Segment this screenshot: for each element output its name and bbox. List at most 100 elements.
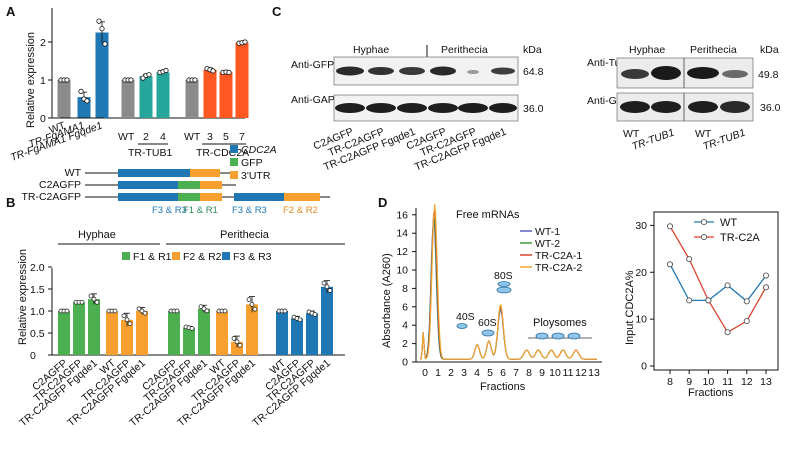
blot-left-kda: kDa <box>523 44 542 56</box>
panel-b-point <box>231 336 237 341</box>
panel-b-legend-f1: F1 & R1 <box>133 251 172 263</box>
panel-b-point <box>312 312 318 317</box>
panel-b-bar <box>276 311 288 355</box>
panel-b-point <box>204 308 210 314</box>
construct-wt-utr <box>190 169 220 177</box>
construct-tr-cdc2a-2 <box>234 193 284 201</box>
legend-trc2a2: TR-C2A-2 <box>535 262 582 274</box>
panel-label-c: C <box>272 4 282 19</box>
panel-b-legend-f3-swatch <box>222 252 230 260</box>
band-tub1-1 <box>621 69 649 79</box>
panel-b-point <box>189 326 195 331</box>
panel-b-point <box>324 284 330 290</box>
polysome-icon-2 <box>551 332 565 340</box>
panel-b-point <box>112 308 118 314</box>
annot-60s: 60S <box>478 317 497 329</box>
panel-d-yticklabel: 6 <box>402 301 408 313</box>
band-tub1-3 <box>687 67 719 79</box>
panel-b-point <box>91 296 97 302</box>
panel-d-profiles <box>419 203 597 360</box>
band-gfp-6 <box>491 67 515 75</box>
blot-left-header-perithecia: Perithecia <box>441 44 488 56</box>
band-gapdh-1 <box>335 103 365 113</box>
blot-left-kda-648: 64.8 <box>523 66 544 78</box>
panel-b-legend-f2-swatch <box>172 252 180 260</box>
panel-b-legend-f2: F2 & R2 <box>183 251 222 263</box>
panel-b-point <box>222 308 228 314</box>
panel-d-xticklabel: 13 <box>588 367 600 379</box>
blot-right-header-hyphae: Hyphae <box>629 44 665 56</box>
line-chart-xticklabel: 13 <box>760 376 772 388</box>
panel-a-bar <box>235 42 249 119</box>
construct-label-wt: WT <box>65 167 82 179</box>
legend-wt2: WT-2 <box>535 238 560 250</box>
panel-d-xticklabel: 12 <box>575 367 587 379</box>
line-chart-legend-marker <box>700 218 708 226</box>
panel-d-xticklabel: 6 <box>500 367 506 379</box>
panel-label-a: A <box>6 4 16 19</box>
blot-right-lane-wt1: WT <box>623 128 640 140</box>
line-chart-point <box>743 317 750 325</box>
blot-right-kda-36: 36.0 <box>760 102 781 114</box>
panel-b-bar <box>73 302 85 355</box>
annot-80s: 80S <box>494 270 513 282</box>
panel-b-bar <box>136 311 148 355</box>
panel-a-bars <box>57 18 249 119</box>
ribosome-80s-top-icon <box>497 281 511 287</box>
panel-c: C Hyphae Perithecia kDa Anti-GFP 64.8 An… <box>272 4 781 173</box>
panel-b-point <box>246 297 252 302</box>
panel-b-point <box>321 280 327 286</box>
panel-b-point <box>327 288 333 293</box>
band-tub1-2 <box>651 66 681 80</box>
panel-b-yticklabel-0: 0 <box>30 350 36 362</box>
panel-a-xlabel-wt: WT <box>48 119 68 136</box>
panel-b-yticklabel-20: 2.0 <box>30 262 45 274</box>
line-chart-yticklabel: 0 <box>641 361 647 373</box>
ribosome-40s-icon <box>456 323 468 329</box>
construct-c2agfp-cdc2a <box>118 181 178 189</box>
line-chart-point <box>686 256 693 263</box>
panel-d-yticklabel: 4 <box>402 320 408 332</box>
panel-b-point <box>282 308 288 314</box>
band-gapdh-r3 <box>688 101 718 113</box>
panel-b-point <box>88 293 94 299</box>
line-chart-frame <box>653 211 779 371</box>
band-gfp-5 <box>467 70 479 74</box>
legend-gfp: GFP <box>241 157 263 169</box>
blot-right-kda: kDa <box>760 44 779 56</box>
band-gapdh-2 <box>366 103 396 113</box>
panel-d-xticklabel: 3 <box>461 367 467 379</box>
ribosome-60s-icon <box>481 329 495 337</box>
panel-a-ylabel: Relative expression <box>25 32 37 128</box>
polysome-icon-1 <box>535 332 549 340</box>
polysome-icon-3 <box>567 332 581 340</box>
panel-b-yticklabel-05: 0.5 <box>30 328 45 340</box>
construct-c2agfp-utr <box>200 181 222 189</box>
primer-f3r3-bottom: F3 & R3 <box>232 205 267 216</box>
line-chart-xticklabel: 9 <box>686 376 692 388</box>
blot-left-gfp-membrane <box>333 56 519 86</box>
annot-free-mrnas: Free mRNAs <box>456 209 520 221</box>
panel-d-xticklabel: 11 <box>563 367 574 379</box>
line-chart-point <box>743 298 750 305</box>
primer-f1r1: F1 & R1 <box>183 205 218 216</box>
blot-left-kda-36: 36.0 <box>523 103 544 115</box>
panel-a-point <box>64 77 70 83</box>
panel-b-bar <box>291 318 303 355</box>
panel-d-yticklabel: 12 <box>396 246 408 258</box>
panel-b-point <box>79 299 85 305</box>
panel-b-legend-f1-swatch <box>122 252 130 260</box>
band-gfp-4 <box>430 66 456 76</box>
panel-d-xticklabel: 4 <box>474 367 480 379</box>
construct-tr-gfp <box>178 193 200 201</box>
band-gfp-1 <box>336 66 364 76</box>
panel-a-xlabel-cdc-5: 5 <box>223 131 229 143</box>
line-chart-xticklabel: 8 <box>667 376 673 388</box>
panel-a-bar <box>57 80 71 118</box>
line-chart-legend-label: TR-C2A <box>720 232 760 244</box>
panel-b-chart: Relative expression 0 0.5 1.0 1.5 2.0 Hy… <box>17 229 345 429</box>
panel-b-ylabel: Relative expression <box>17 249 29 345</box>
panel-b-point <box>64 308 70 314</box>
blot-right-kda-498: 49.8 <box>758 69 779 81</box>
